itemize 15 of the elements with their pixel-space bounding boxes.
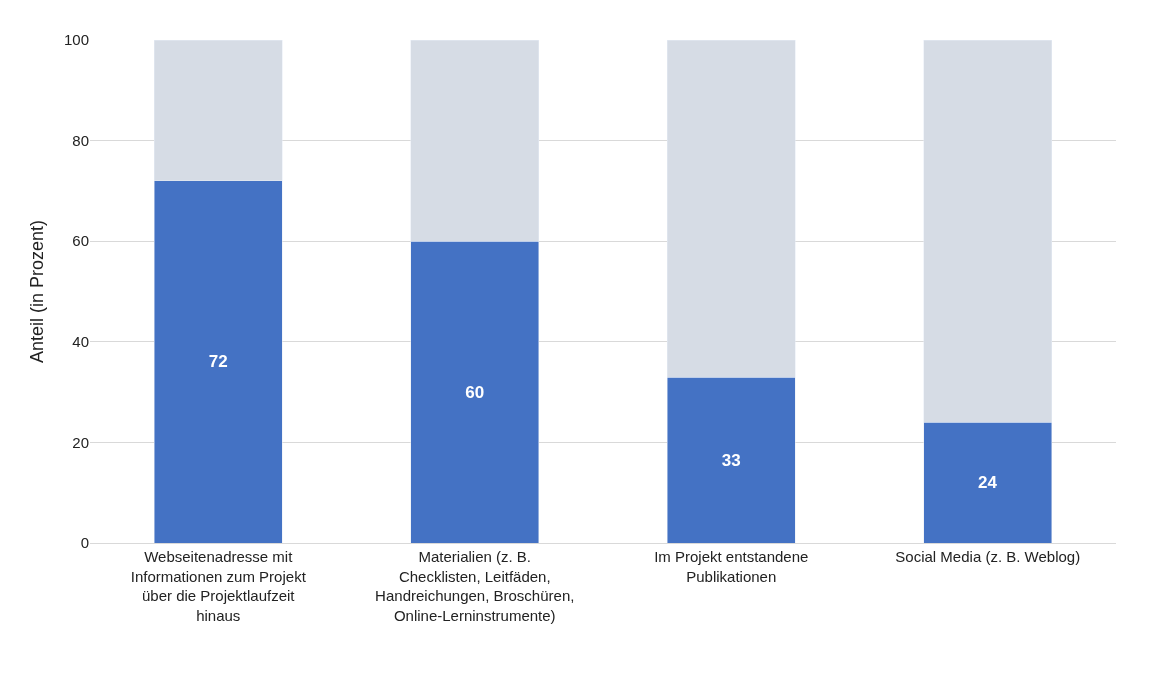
y-tick-label: 60 bbox=[72, 232, 89, 250]
y-axis-title: Anteil (in Prozent) bbox=[27, 219, 48, 364]
x-tick-label: Social Media (z. B. Weblog) bbox=[895, 548, 1081, 565]
y-tick-label: 100 bbox=[63, 31, 89, 49]
y-tick-label: 80 bbox=[72, 131, 89, 149]
x-tick-label: Materialien (z. B. Checklisten, Leitfäden, Handreichungen, Broschüren, Online-Lerninstrumente) bbox=[375, 548, 575, 624]
x-tick-label: Im Projekt entstandene Publikationen bbox=[654, 548, 809, 585]
y-tick-label: 20 bbox=[72, 433, 89, 451]
data-label: 60 bbox=[465, 382, 485, 402]
y-tick-label: 0 bbox=[80, 534, 89, 552]
data-label: 24 bbox=[978, 473, 998, 493]
y-tick-label: 40 bbox=[72, 333, 89, 351]
x-tick-label: Webseitenadresse mit Informationen zum Projekt über die Projektlaufzeit hinaus bbox=[130, 548, 307, 624]
data-label: 33 bbox=[721, 450, 741, 470]
data-label: 72 bbox=[208, 352, 228, 372]
